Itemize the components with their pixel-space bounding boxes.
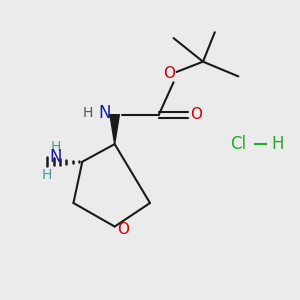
Text: O: O — [163, 66, 175, 81]
Text: N: N — [50, 148, 62, 166]
Text: H: H — [42, 168, 52, 182]
Text: Cl: Cl — [230, 135, 246, 153]
Text: O: O — [118, 222, 130, 237]
Text: O: O — [190, 107, 202, 122]
Polygon shape — [110, 115, 119, 144]
Text: N: N — [98, 104, 111, 122]
Text: H: H — [272, 135, 284, 153]
Text: H: H — [83, 106, 93, 120]
Text: H: H — [51, 140, 61, 154]
